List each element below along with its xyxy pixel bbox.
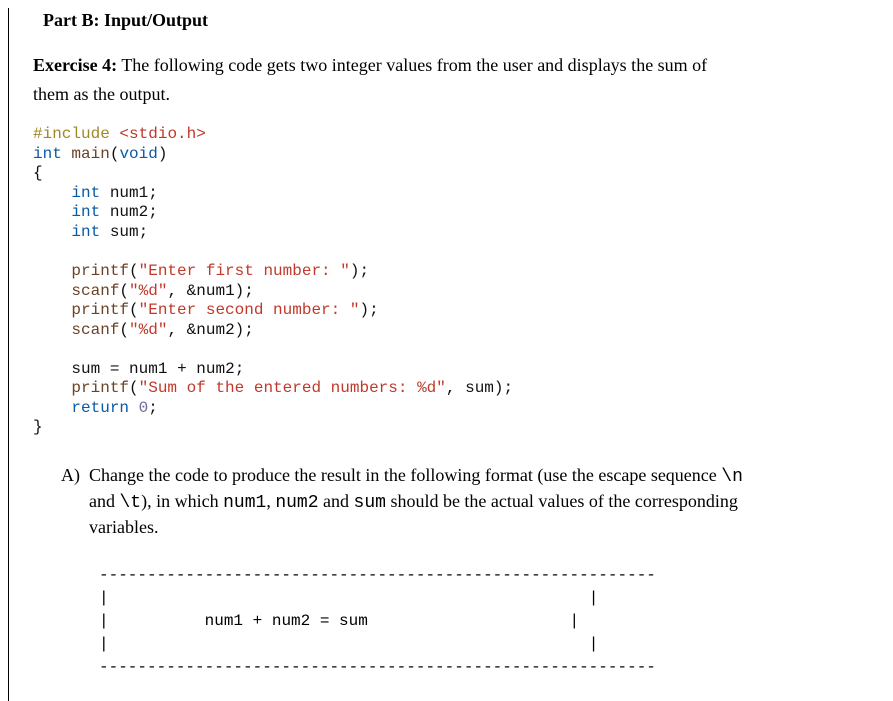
semi7: ; — [244, 321, 254, 339]
esc-n: \n — [721, 467, 743, 487]
code-include: #include — [33, 125, 110, 143]
id-sum-decl: sum — [110, 223, 139, 241]
code-hdr-close: > — [196, 125, 206, 143]
code-hdr-open: < — [119, 125, 129, 143]
box-center-right — [368, 612, 570, 630]
exercise-line-2: them as the output. — [33, 82, 869, 107]
code-block: #include <stdio.h> int main(void) { int … — [33, 125, 869, 437]
output-format-box: ----------------------------------------… — [99, 564, 869, 680]
box-center-left — [109, 612, 205, 630]
v-num1: num1 — [223, 493, 266, 513]
v-num2: num2 — [275, 493, 318, 513]
str-sum-out: "Sum of the entered numbers: %d" — [139, 379, 446, 397]
box-dash-bot: ----------------------------------------… — [99, 658, 656, 676]
q-line1a: Change the code to produce the result in… — [89, 465, 721, 485]
rp6: ) — [494, 379, 504, 397]
box-gap-3 — [109, 635, 589, 653]
add-num2: num2 — [196, 360, 234, 378]
fn-scanf-2: scanf — [71, 321, 119, 339]
exercise-text-1: The following code gets two integer valu… — [117, 55, 707, 75]
kw-int-3: int — [71, 223, 100, 241]
code-hdr-name: stdio.h — [129, 125, 196, 143]
str-enter2: "Enter second number: " — [139, 301, 360, 319]
semi5: ; — [244, 282, 254, 300]
amp1: & — [187, 282, 197, 300]
lp5: ( — [119, 321, 129, 339]
num-zero: 0 — [139, 399, 149, 417]
kw-int-1: int — [71, 184, 100, 202]
arg-num2: num2 — [196, 321, 234, 339]
str-fmt1: "%d" — [129, 282, 167, 300]
semi6: ; — [369, 301, 379, 319]
semi1: ; — [148, 184, 158, 202]
exercise-number: Exercise 4: — [33, 55, 117, 75]
question-letter: A) — [61, 463, 89, 540]
id-num2-decl: num2 — [110, 203, 148, 221]
exercise-line-1: Exercise 4: The following code gets two … — [33, 53, 869, 78]
q-line2b: ), in which — [141, 491, 223, 511]
semi9: ; — [504, 379, 514, 397]
str-enter1: "Enter first number: " — [139, 262, 350, 280]
fn-printf-3: printf — [71, 379, 129, 397]
fn-main: main — [71, 145, 109, 163]
lp2: ( — [129, 262, 139, 280]
rp4: ) — [359, 301, 369, 319]
str-fmt2: "%d" — [129, 321, 167, 339]
id-num1-decl: num1 — [110, 184, 148, 202]
semi3: ; — [139, 223, 149, 241]
sep1: , — [266, 491, 275, 511]
semi2: ; — [148, 203, 158, 221]
q-line2c: should be the actual values of the corre… — [386, 491, 738, 511]
arg-num1: num1 — [196, 282, 234, 300]
assign-sum: sum — [71, 360, 100, 378]
box-dash-top: ----------------------------------------… — [99, 566, 656, 584]
kw-void: void — [119, 145, 157, 163]
fn-printf-1: printf — [71, 262, 129, 280]
add-num1: num1 — [129, 360, 167, 378]
rbrace: } — [33, 418, 43, 436]
rp3: ) — [235, 282, 245, 300]
lp1: ( — [110, 145, 120, 163]
lp6: ( — [129, 379, 139, 397]
sep2: and — [319, 491, 354, 511]
fn-printf-2: printf — [71, 301, 129, 319]
lbrace: { — [33, 164, 43, 182]
document-page: Part B: Input/Output Exercise 4: The fol… — [8, 8, 893, 701]
v-sum: sum — [354, 493, 386, 513]
q-line2a: and — [89, 491, 120, 511]
kw-return: return — [71, 399, 129, 417]
semi10: ; — [148, 399, 158, 417]
comma1: , — [167, 282, 177, 300]
box-equation: num1 + num2 = sum — [205, 612, 368, 630]
semi4: ; — [359, 262, 369, 280]
comma2: , — [167, 321, 177, 339]
question-body: Change the code to produce the result in… — [89, 463, 869, 540]
lp3: ( — [119, 282, 129, 300]
arg-sum: sum — [465, 379, 494, 397]
box-bar-r2: | — [570, 612, 580, 630]
eq: = — [110, 360, 120, 378]
box-bar-l3: | — [99, 635, 109, 653]
lp4: ( — [129, 301, 139, 319]
rp1: ) — [158, 145, 168, 163]
box-bar-l2: | — [99, 612, 109, 630]
question-a: A) Change the code to produce the result… — [61, 463, 869, 540]
amp2: & — [187, 321, 197, 339]
box-bar-l1: | — [99, 589, 109, 607]
comma3: , — [446, 379, 456, 397]
kw-int-2: int — [71, 203, 100, 221]
box-gap-1 — [109, 589, 589, 607]
box-bar-r3: | — [589, 635, 599, 653]
plus: + — [177, 360, 187, 378]
q-line3: variables. — [89, 517, 158, 537]
rp5: ) — [235, 321, 245, 339]
kw-int-main: int — [33, 145, 62, 163]
esc-t: \t — [120, 493, 142, 513]
semi8: ; — [235, 360, 245, 378]
box-bar-r1: | — [589, 589, 599, 607]
section-title: Part B: Input/Output — [33, 10, 869, 31]
fn-scanf-1: scanf — [71, 282, 119, 300]
